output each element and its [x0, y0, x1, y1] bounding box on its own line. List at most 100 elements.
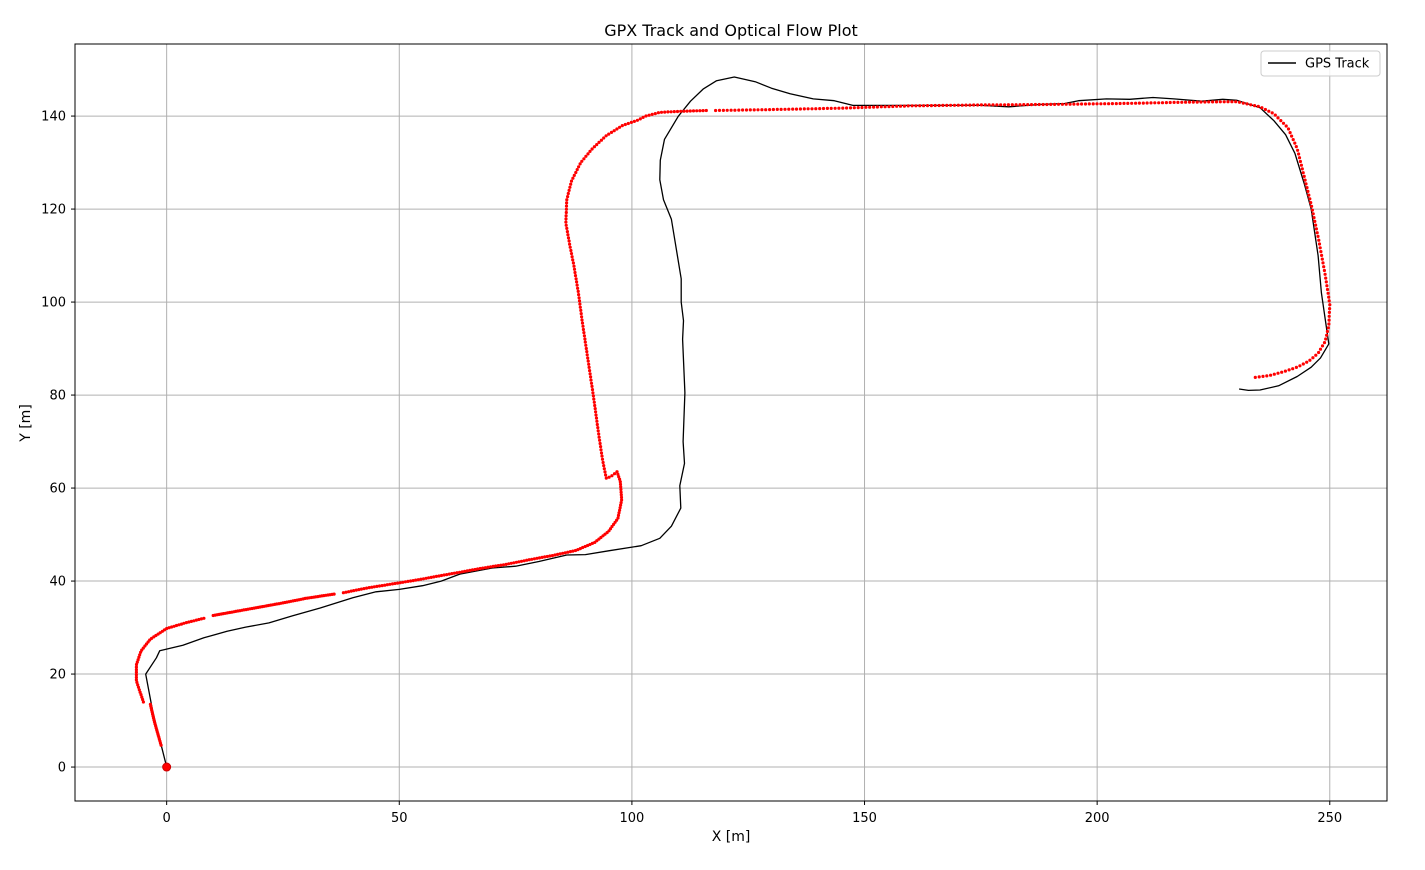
optical-flow-point: [1301, 171, 1305, 175]
optical-flow-point: [829, 106, 833, 110]
optical-flow-point: [1310, 208, 1314, 212]
optical-flow-point: [565, 201, 569, 205]
optical-flow-point: [1328, 303, 1332, 307]
optical-flow-point: [1122, 101, 1126, 105]
optical-flow-point: [1299, 163, 1303, 167]
optical-flow-point: [1297, 152, 1301, 156]
optical-flow-point: [1041, 102, 1045, 107]
optical-flow-point: [1267, 109, 1271, 113]
optical-flow-point: [1284, 124, 1288, 128]
optical-flow-point: [848, 106, 853, 110]
optical-flow-point: [177, 623, 181, 627]
optical-flow-point: [597, 432, 601, 436]
optical-flow-point: [491, 564, 495, 569]
optical-flow-point: [601, 460, 605, 465]
optical-flow-point: [137, 688, 141, 692]
optical-flow-point: [522, 559, 526, 563]
optical-flow-point: [494, 564, 498, 568]
optical-flow-point: [1306, 189, 1310, 193]
optical-flow-point: [1110, 102, 1114, 106]
optical-flow-point: [1045, 102, 1049, 107]
optical-flow-point: [619, 493, 623, 497]
optical-flow-point: [442, 573, 446, 577]
optical-flow-point: [902, 104, 907, 108]
optical-flow-point: [1049, 102, 1053, 106]
optical-flow-point: [564, 220, 568, 224]
optical-flow-point: [1281, 121, 1286, 125]
optical-flow-point: [599, 451, 604, 455]
grid-layer: [75, 44, 1387, 801]
optical-flow-point: [1300, 167, 1304, 171]
optical-flow-point: [1327, 310, 1331, 314]
optical-flow-point: [568, 185, 572, 189]
optical-flow-point: [594, 416, 599, 420]
x-tick-label: 250: [1317, 811, 1342, 826]
optical-flow-point: [604, 476, 608, 480]
optical-flow-point: [383, 583, 387, 587]
optical-flow-point: [748, 108, 752, 112]
optical-flow-point: [1322, 341, 1327, 345]
optical-flow-point: [1327, 322, 1331, 326]
optical-flow-point: [1187, 100, 1192, 104]
optical-flow-point: [537, 556, 542, 560]
optical-flow-point: [439, 573, 444, 578]
optical-flow-point: [1010, 103, 1014, 107]
optical-flow-point: [553, 553, 557, 557]
optical-flow-point: [1141, 101, 1145, 105]
optical-flow-point: [1324, 280, 1328, 284]
optical-flow-point: [1291, 367, 1295, 371]
optical-flow-point: [898, 104, 903, 108]
optical-flow-point: [1280, 370, 1284, 374]
optical-flow-point: [564, 217, 568, 221]
optical-flow-point: [575, 280, 579, 284]
optical-flow-point: [184, 621, 188, 625]
optical-flow-point: [135, 680, 139, 685]
optical-flow-point: [141, 697, 145, 702]
plot-frame: [74, 43, 1388, 802]
optical-flow-point: [675, 109, 680, 114]
optical-flow-point: [1095, 102, 1099, 106]
optical-flow-point: [632, 119, 637, 123]
legend: GPS Track: [1260, 50, 1381, 77]
optical-flow-point: [564, 210, 568, 215]
optical-flow-point: [566, 195, 570, 199]
optical-flow-point: [569, 252, 574, 256]
optical-flow-point: [1312, 216, 1316, 220]
optical-flow-point: [357, 588, 361, 592]
optical-flow-point: [669, 110, 673, 114]
optical-flow-point: [1325, 287, 1330, 292]
optical-flow-point: [141, 700, 145, 704]
optical-flow-point: [1309, 201, 1313, 205]
optical-flow-point: [566, 550, 570, 554]
optical-flow-point: [968, 103, 972, 107]
optical-flow-point: [138, 690, 142, 694]
optical-flow-point: [841, 106, 845, 110]
optical-flow-point: [659, 110, 664, 114]
optical-flow-point: [138, 653, 142, 657]
optical-flow-point: [359, 587, 363, 591]
optical-flow-point: [1126, 101, 1130, 105]
optical-flow-point: [576, 286, 580, 290]
optical-flow-point: [956, 103, 960, 107]
optical-flow-point: [530, 557, 534, 561]
optical-flow-point: [597, 435, 601, 439]
optical-flow-point: [600, 457, 605, 461]
optical-flow-point: [574, 170, 578, 175]
optical-flow-point: [619, 487, 623, 492]
optical-flow-point: [688, 109, 692, 113]
optical-flow-point: [1107, 102, 1111, 106]
optical-flow-point: [1241, 101, 1245, 105]
optical-flow-point: [1314, 223, 1318, 227]
optical-flow-point: [1056, 102, 1061, 106]
optical-flow-point: [599, 138, 604, 142]
x-tick-label: 0: [163, 811, 171, 826]
optical-flow-point: [999, 103, 1003, 107]
optical-flow-point: [1322, 265, 1326, 269]
optical-flow-point: [1087, 102, 1091, 106]
optical-flow-point: [414, 578, 418, 582]
optical-flow-point: [1321, 261, 1325, 265]
optical-flow-point: [134, 670, 138, 674]
optical-flow-point: [588, 369, 592, 373]
optical-flow-point: [597, 140, 601, 144]
